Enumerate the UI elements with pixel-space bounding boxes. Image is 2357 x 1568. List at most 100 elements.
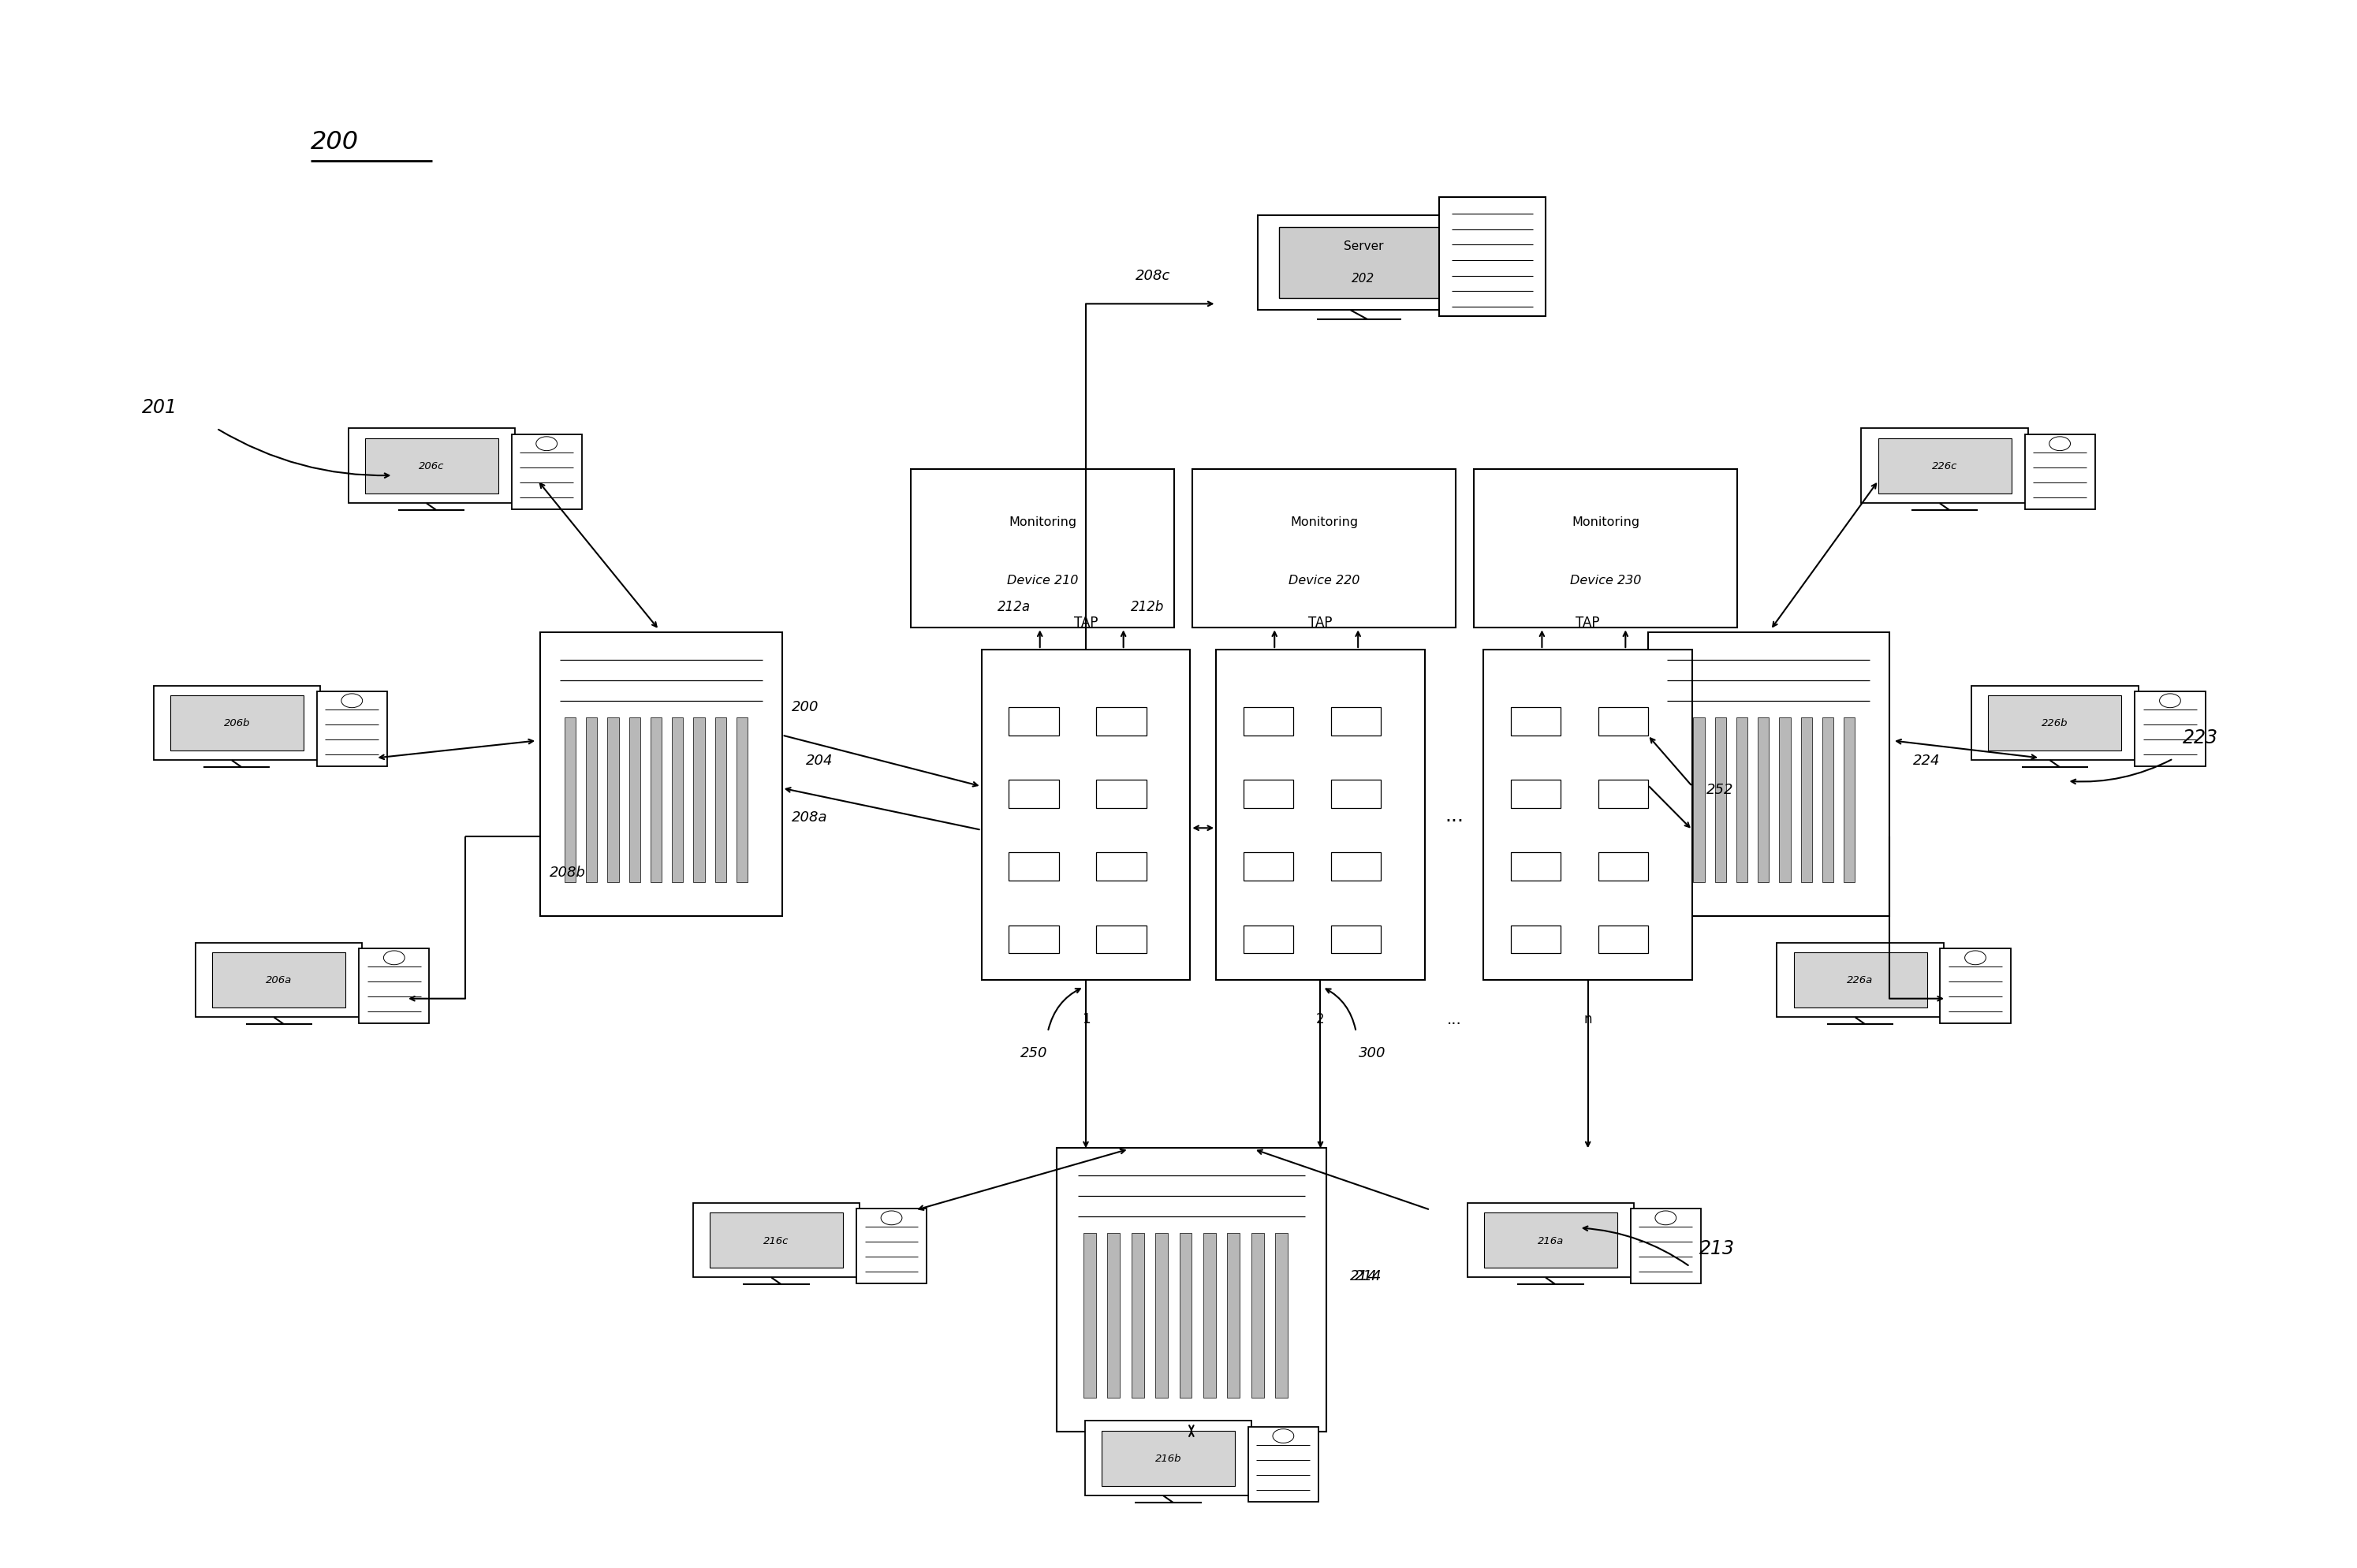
Bar (1511, 853, 1560, 881)
Text: Device 210: Device 210 (1006, 575, 1077, 586)
Text: TAP: TAP (1075, 616, 1098, 630)
Text: 216c: 216c (764, 1236, 790, 1245)
Text: Device 230: Device 230 (1570, 575, 1640, 586)
Bar (693, 1203, 860, 1278)
Bar (1009, 707, 1058, 735)
Bar (1440, 198, 1546, 317)
Bar (1598, 925, 1648, 953)
Bar (1178, 1234, 1193, 1397)
Bar (1671, 718, 1683, 883)
Text: 204: 204 (806, 753, 832, 768)
Text: 300: 300 (1358, 1046, 1386, 1060)
Bar (1598, 781, 1648, 809)
Text: 1: 1 (1082, 1011, 1089, 1025)
Bar (2025, 436, 2095, 510)
Text: 206b: 206b (224, 718, 250, 729)
Bar (693, 718, 705, 883)
Bar (1511, 707, 1560, 735)
Text: 214: 214 (1351, 1269, 1376, 1283)
Bar (1777, 942, 1945, 1018)
Text: 206c: 206c (420, 461, 443, 472)
Bar (1242, 853, 1294, 881)
Bar (1973, 685, 2138, 760)
Text: 208a: 208a (792, 811, 827, 825)
Bar (1096, 781, 1146, 809)
Bar (1216, 651, 1426, 980)
Text: 216a: 216a (1537, 1236, 1563, 1245)
Bar (1511, 781, 1560, 809)
Bar (170, 696, 304, 751)
Bar (2135, 691, 2206, 767)
Bar (1780, 718, 1791, 883)
Bar (1242, 707, 1294, 735)
Text: 252: 252 (1706, 782, 1732, 797)
Bar (1989, 696, 2121, 751)
Bar (1598, 707, 1648, 735)
Text: 208c: 208c (1136, 268, 1171, 282)
Bar (735, 718, 747, 883)
Bar (1280, 227, 1447, 298)
Text: 201: 201 (141, 398, 177, 417)
Bar (1468, 1203, 1633, 1278)
Bar (153, 685, 321, 760)
Text: 212a: 212a (997, 599, 1030, 613)
Bar (651, 718, 662, 883)
Bar (358, 949, 429, 1024)
Bar (1084, 1421, 1252, 1496)
Bar (587, 718, 596, 883)
Bar (1716, 718, 1725, 883)
Bar (1473, 469, 1737, 629)
Text: 208b: 208b (549, 866, 587, 880)
Bar (1259, 216, 1468, 310)
Text: ...: ... (1445, 806, 1464, 825)
Bar (1332, 781, 1381, 809)
Text: 214: 214 (1355, 1269, 1381, 1283)
Bar (1101, 1430, 1235, 1486)
Bar (672, 718, 684, 883)
Text: 213: 213 (1699, 1239, 1735, 1258)
Bar (1843, 718, 1855, 883)
Bar (1096, 707, 1146, 735)
Text: 206a: 206a (266, 975, 292, 985)
Text: Device 220: Device 220 (1289, 575, 1360, 586)
Text: n: n (1584, 1011, 1591, 1025)
Text: TAP: TAP (1577, 616, 1600, 630)
Bar (540, 633, 783, 916)
Bar (196, 942, 363, 1018)
Bar (912, 469, 1174, 629)
Bar (1332, 853, 1381, 881)
Bar (1252, 1234, 1263, 1397)
Bar (1009, 781, 1058, 809)
Bar (1862, 430, 2027, 503)
Bar (1822, 718, 1834, 883)
Bar (1009, 853, 1058, 881)
Bar (1242, 781, 1294, 809)
Bar (1108, 1234, 1120, 1397)
Bar (1084, 1234, 1096, 1397)
Text: 202: 202 (1353, 273, 1374, 284)
Bar (1631, 1209, 1702, 1284)
Bar (1758, 718, 1770, 883)
Bar (365, 439, 497, 494)
Bar (1249, 1427, 1318, 1502)
Bar (1193, 469, 1454, 629)
Text: Monitoring: Monitoring (1009, 516, 1077, 528)
Text: ...: ... (1447, 1011, 1461, 1027)
Bar (629, 718, 641, 883)
Bar (1648, 633, 1890, 916)
Text: 200: 200 (311, 130, 358, 155)
Bar (1131, 1234, 1143, 1397)
Text: 212b: 212b (1131, 599, 1164, 613)
Text: 216b: 216b (1155, 1454, 1181, 1463)
Bar (1332, 707, 1381, 735)
Bar (1204, 1234, 1216, 1397)
Bar (1096, 853, 1146, 881)
Bar (566, 718, 575, 883)
Text: 224: 224 (1914, 753, 1940, 768)
Bar (1692, 718, 1704, 883)
Bar (709, 1212, 844, 1269)
Bar (1483, 651, 1692, 980)
Bar (511, 436, 582, 510)
Bar (1485, 1212, 1617, 1269)
Bar (1275, 1234, 1287, 1397)
